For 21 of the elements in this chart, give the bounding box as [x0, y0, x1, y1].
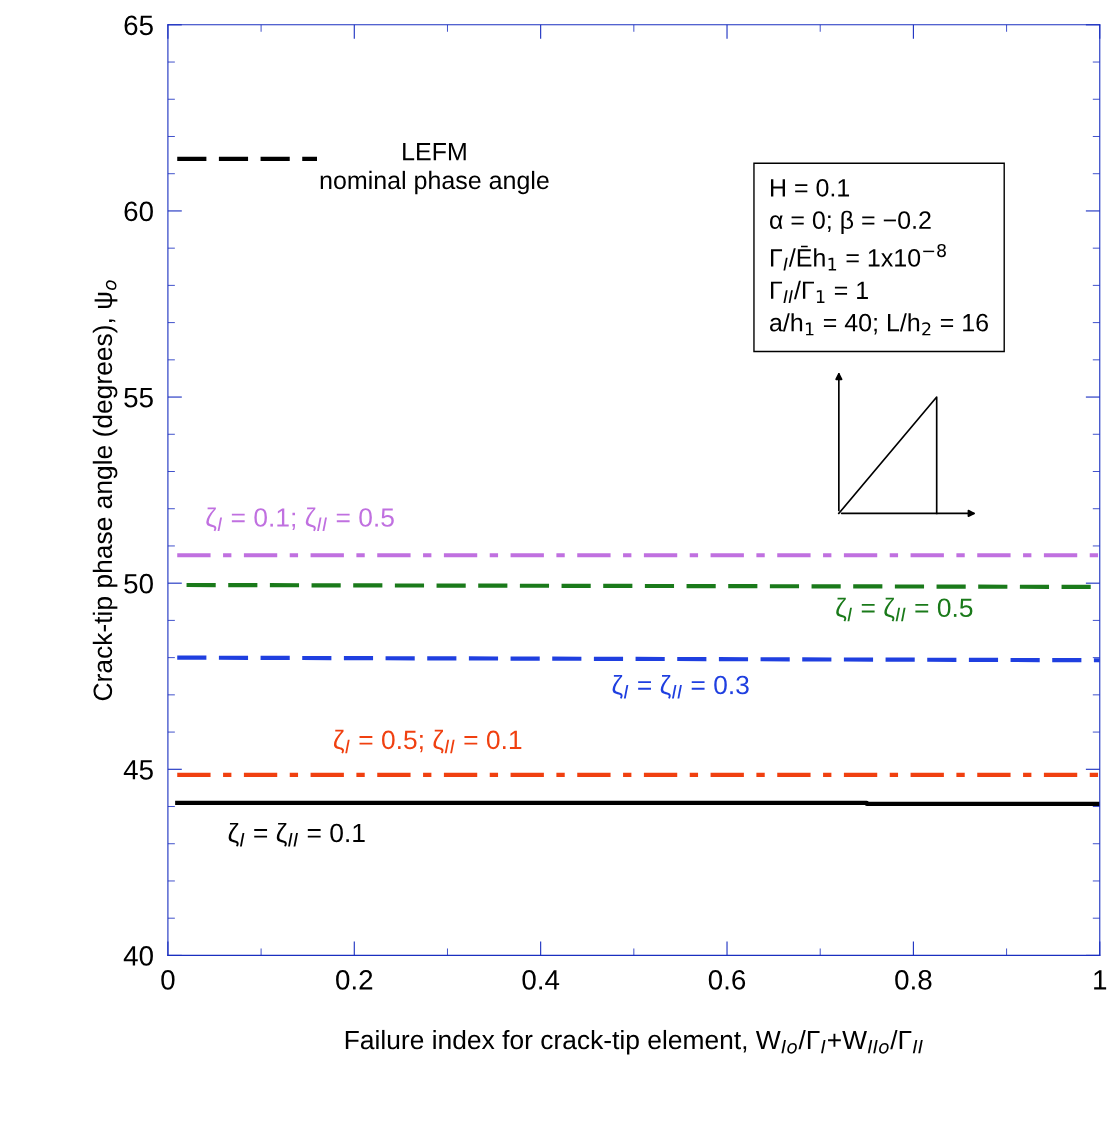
x-tick-label: 0.2 — [336, 970, 373, 990]
y-tick-label: 50 — [124, 573, 153, 594]
x-tick-label: 0.6 — [708, 970, 746, 990]
y-tick-label: 55 — [124, 388, 153, 408]
x-tick-label: 1 — [1094, 970, 1107, 990]
series-label: ζ$_{I}$ = ζ$_{II}$ = 0.3 — [612, 674, 749, 699]
x-tick-label: 0.8 — [895, 970, 932, 990]
y-tick-label: 40 — [123, 946, 153, 966]
x-tick-label: 0.4 — [522, 970, 560, 990]
text: H = 0.1 α = 0; β = −0.2 Γ$_{I}$/Ēh$_{1}$ = 1x10$^{−8}$ Γ$_{II}$/Γ$_{1}$ = 1 a/h$_{1}$ = 40; L/h$_{2}$ = 16 — [770, 178, 988, 336]
x-axis-title: Failure index for crack-tip element, W$_{Io}$/Γ$_{I}$+W$_{IIo}$/Γ$_{II}$ — [345, 1029, 923, 1055]
series-label: ζ$_{I}$ = 0.5; ζ$_{II}$ = 0.1 — [333, 729, 522, 754]
y-tick-label: 60 — [124, 201, 153, 222]
x-tick-label: 0 — [161, 970, 175, 990]
y-axis-title: Crack-tip phase angle (degrees), ψ$_{o}$ — [92, 280, 118, 701]
y-tick-label: 65 — [124, 15, 153, 36]
series-label: ζ$_{I}$ = 0.1; ζ$_{II}$ = 0.5 — [206, 507, 394, 532]
y-tick-label: 45 — [123, 760, 153, 780]
series-label: ζ$_{I}$ = ζ$_{II}$ = 0.1 — [228, 822, 365, 847]
annotation: LEFM nominal phase angle — [320, 143, 549, 195]
series-label: ζ$_{I}$ = ζ$_{II}$ = 0.5 — [836, 597, 973, 622]
